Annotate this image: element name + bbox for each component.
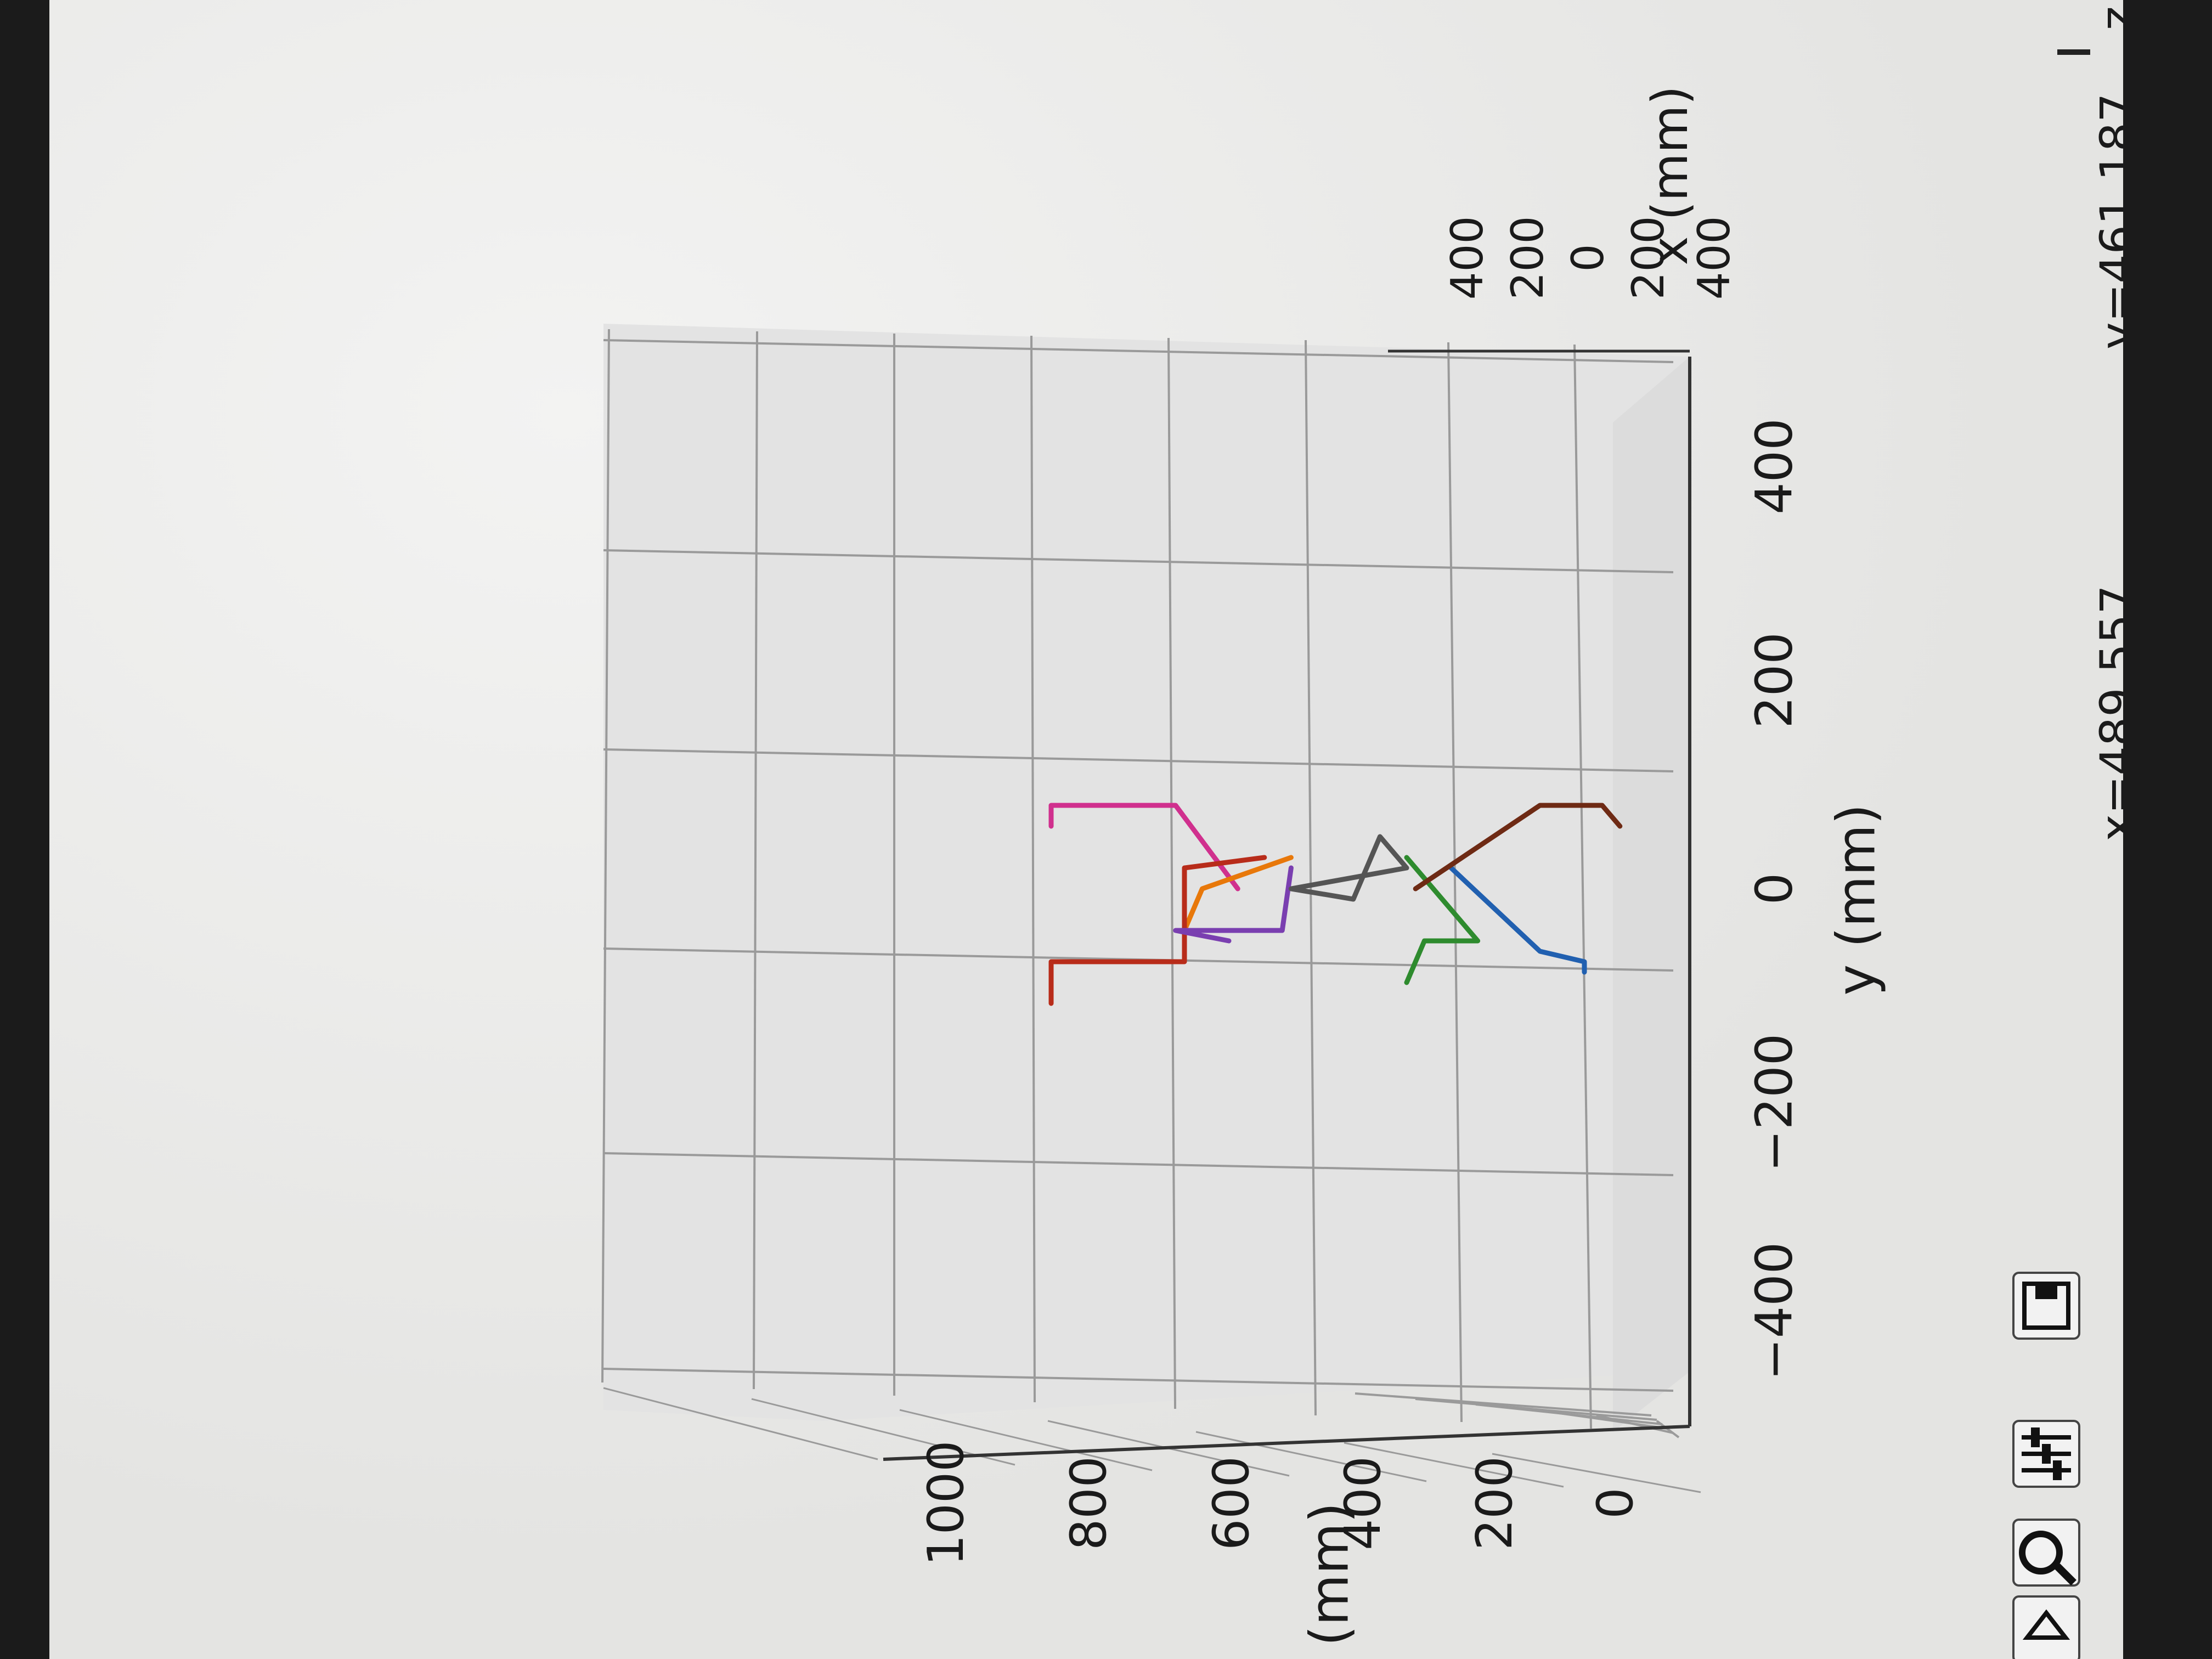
figure-window: 0 200 400 600 800 1000 z (mm) −400 −200 0 200 400 y …: [49, 0, 2123, 1659]
z-tick-label: 0: [1587, 1487, 1644, 1519]
configure-subplots-icon[interactable]: [2013, 1421, 2079, 1487]
x-axis-label: x (mm): [1641, 86, 1699, 265]
home-button-bg[interactable]: [2013, 1596, 2079, 1659]
y-tick-label: 0: [1745, 873, 1803, 905]
status-y-readout: , y=461.187: [2090, 93, 2123, 379]
zoom-icon[interactable]: [2013, 1520, 2079, 1585]
status-z-readout: , z: [2090, 6, 2123, 60]
y-tick-label: 200: [1745, 632, 1803, 729]
z-axis-label: z (mm): [1299, 1503, 1360, 1659]
z-tick-label: 600: [1203, 1456, 1260, 1550]
floppy-shutter: [2035, 1284, 2057, 1299]
z-tick-label: 1000: [917, 1440, 975, 1566]
slider-knob: [2053, 1460, 2062, 1480]
y-tick-label: −400: [1745, 1242, 1803, 1381]
floor-pane: [1613, 357, 1690, 1432]
status-x-readout: x=489.557: [2090, 585, 2123, 841]
x-tick-label: 200: [1502, 216, 1553, 300]
window-control[interactable]: [2057, 49, 2090, 55]
navigation-toolbar: [2013, 1273, 2079, 1659]
slider-knob: [2031, 1427, 2040, 1447]
y-tick-label: −200: [1745, 1034, 1803, 1172]
save-icon[interactable]: [2013, 1273, 2079, 1339]
y-tick-label: 400: [1745, 418, 1803, 515]
back-pane: [603, 324, 1690, 1421]
x-tick-label: 400: [1442, 216, 1493, 300]
slider-knob: [2042, 1444, 2051, 1464]
x-tick-label: 0: [1562, 244, 1613, 272]
y-axis-label: y (mm): [1825, 804, 1887, 995]
z-tick-label: 200: [1466, 1456, 1523, 1550]
z-tick-label: 800: [1060, 1456, 1118, 1550]
home-icon[interactable]: [2013, 1596, 2079, 1659]
